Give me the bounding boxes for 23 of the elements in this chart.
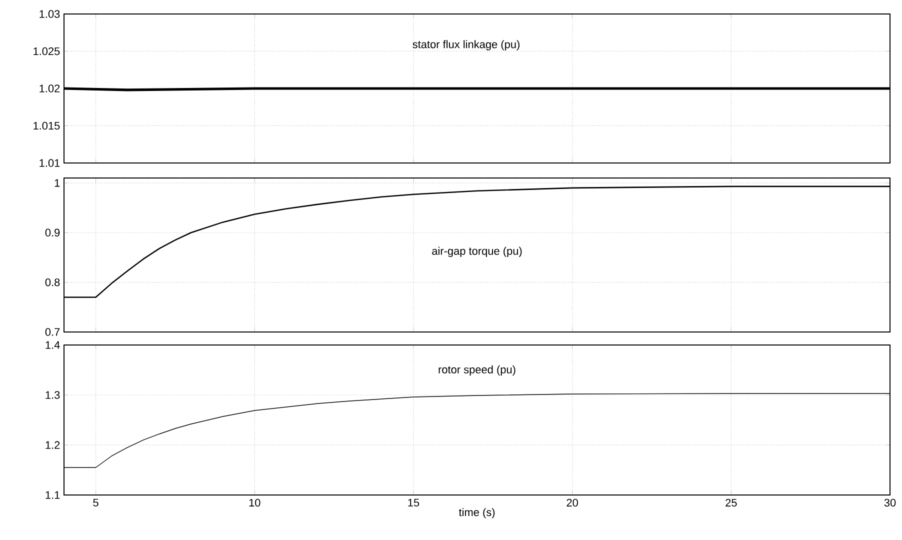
- annotation: stator flux linkage (pu): [412, 40, 520, 50]
- x-tick-label: 20: [566, 498, 578, 507]
- y-tick-label: 0.9: [45, 228, 60, 237]
- annotation: rotor speed (pu): [438, 365, 516, 376]
- annotation: air-gap torque (pu): [432, 246, 522, 258]
- y-tick-label: 1.025: [34, 47, 60, 56]
- y-tick-label: 1.03: [40, 10, 60, 18]
- y-tick-label: 0.8: [45, 278, 60, 286]
- y-tick-label: 1.4: [46, 341, 60, 349]
- x-tick-label: 30: [884, 498, 896, 507]
- y-tick-label: 1.2: [46, 441, 60, 449]
- x-tick-label: 10: [249, 498, 260, 507]
- x-tick-label: 15: [408, 498, 420, 506]
- x-tick-label: 5: [93, 498, 98, 506]
- y-tick-label: 1: [54, 179, 60, 187]
- y-tick-label: 0.7: [45, 328, 60, 336]
- y-tick-label: 1.015: [34, 122, 60, 130]
- y-tick-label: 1.1: [46, 491, 60, 499]
- y-tick-label: 1.01: [40, 159, 60, 167]
- x-axis-title: time (s): [458, 508, 495, 518]
- y-tick-label: 1.3: [46, 391, 60, 399]
- y-tick-label: 1.02: [40, 84, 60, 92]
- x-tick-label: 25: [726, 498, 737, 507]
